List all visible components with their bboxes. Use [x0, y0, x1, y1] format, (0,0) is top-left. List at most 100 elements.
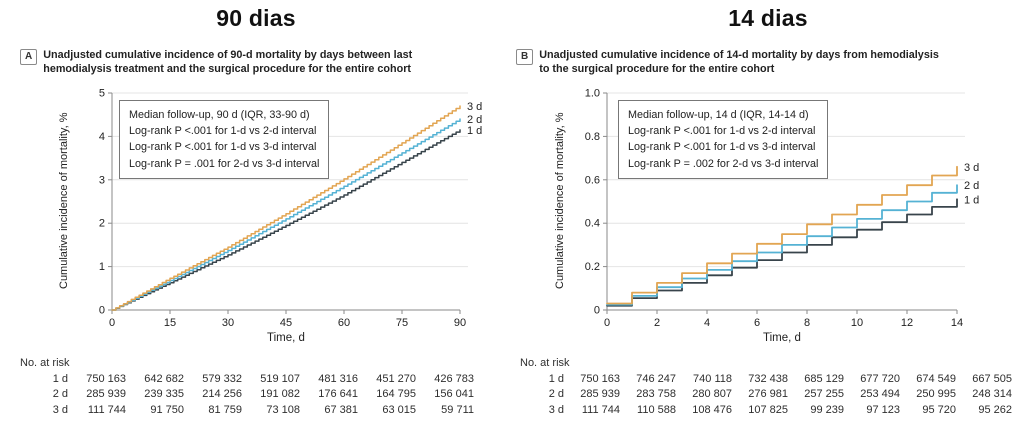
risk-cell: 280 807 — [692, 388, 732, 400]
svg-text:15: 15 — [164, 317, 176, 329]
panel-b-caption-text: Unadjusted cumulative incidence of 14-d … — [539, 49, 939, 75]
panel-a-legend-box: Median follow-up, 90 d (IQR, 33-90 d) Log… — [119, 100, 330, 179]
legend-line: Log-rank P = .002 for 2-d vs 3-d interva… — [628, 157, 819, 170]
svg-text:4: 4 — [704, 317, 710, 329]
risk-cell: 451 270 — [376, 372, 416, 385]
legend-line: Log-rank P <.001 for 1-d vs 2-d interval — [628, 125, 816, 138]
risk-row-2d: 2 d 285 939 283 758 280 807 276 981 257 255 25… — [520, 387, 1012, 403]
svg-text:2 d: 2 d — [467, 114, 482, 126]
svg-text:0: 0 — [604, 317, 610, 329]
risk-cell: 685 129 — [804, 372, 844, 385]
risk-cell: 99 239 — [810, 403, 844, 416]
risk-cell: 746 247 — [636, 372, 676, 385]
risk-cell: 73 108 — [266, 403, 300, 416]
risk-cell: 677 720 — [860, 372, 900, 385]
svg-text:0.8: 0.8 — [585, 131, 600, 143]
svg-text:2 d: 2 d — [964, 180, 979, 192]
risk-cell: 191 082 — [260, 388, 300, 400]
risk-cell: 674 549 — [916, 372, 956, 385]
risk-cell: 732 438 — [748, 372, 788, 385]
risk-cell: 2 d — [52, 388, 68, 400]
risk-cell: 239 335 — [144, 388, 184, 400]
panel-b-tag: B — [516, 49, 534, 65]
risk-cell: 426 783 — [434, 372, 474, 385]
svg-text:4: 4 — [99, 131, 105, 143]
panel-a-x-axis-label: Time, d — [267, 332, 305, 344]
svg-text:10: 10 — [851, 317, 863, 329]
svg-text:0: 0 — [109, 317, 115, 329]
risk-cell: 250 995 — [916, 388, 956, 400]
risk-cell: 97 123 — [866, 403, 900, 416]
risk-table-title: No. at risk — [20, 357, 70, 369]
risk-cell: 111 744 — [581, 403, 620, 416]
svg-text:1 d: 1 d — [964, 194, 979, 206]
svg-text:0: 0 — [99, 305, 105, 317]
panel-b-legend-box: Median follow-up, 14 d (IQR, 14-14 d) Log… — [618, 100, 829, 179]
svg-text:60: 60 — [338, 317, 350, 329]
risk-cell: 67 381 — [324, 403, 358, 416]
panel-b-title: 14 dias — [728, 5, 808, 31]
svg-text:2: 2 — [99, 218, 105, 230]
svg-text:75: 75 — [396, 317, 408, 329]
chart-14d-mortality: 0 0.2 0.4 0.6 0.8 1.0 0 2 4 6 8 10 12 14 1 d 2 d 3 d — [585, 88, 980, 330]
svg-text:0.6: 0.6 — [585, 174, 600, 186]
legend-line: Log-rank P <.001 for 1-d vs 3-d interval — [129, 141, 317, 154]
risk-row-3d: 3 d 111 744 91 750 81 759 73 108 67 381 63 015… — [20, 403, 474, 419]
risk-cell: 750 163 — [86, 372, 126, 385]
risk-row-2d: 2 d 285 939 239 335 214 256 191 082 176 641 16… — [20, 387, 474, 403]
risk-cell: 667 505 — [972, 372, 1012, 385]
risk-cell: 248 314 — [972, 388, 1012, 400]
risk-cell: 156 041 — [434, 388, 474, 400]
risk-cell: 2 d — [548, 388, 564, 400]
risk-cell: 91 750 — [150, 403, 184, 416]
risk-cell: 1 d — [548, 372, 564, 385]
svg-text:1.0: 1.0 — [585, 88, 600, 100]
svg-text:8: 8 — [804, 317, 810, 329]
panel-a-tag: A — [20, 49, 38, 65]
risk-cell: 111 744 — [87, 403, 126, 416]
risk-cell: 750 163 — [580, 372, 620, 385]
risk-cell: 107 825 — [748, 403, 788, 416]
svg-text:6: 6 — [754, 317, 760, 329]
legend-line: Median follow-up, 14 d (IQR, 14-14 d) — [628, 109, 809, 121]
risk-cell: 1 d — [52, 372, 68, 385]
risk-cell: 285 939 — [580, 388, 620, 400]
risk-cell: 81 759 — [208, 403, 242, 416]
risk-cell: 740 118 — [693, 372, 732, 385]
risk-cell: 3 d — [548, 403, 564, 416]
risk-cell: 285 939 — [86, 388, 126, 400]
svg-text:30: 30 — [222, 317, 234, 329]
legend-line: Log-rank P <.001 for 1-d vs 2-d interval — [129, 125, 317, 138]
legend-line: Median follow-up, 90 d (IQR, 33-90 d) — [129, 109, 310, 121]
risk-cell: 519 107 — [260, 372, 300, 385]
svg-text:2: 2 — [654, 317, 660, 329]
svg-text:1 d: 1 d — [467, 125, 482, 137]
svg-text:45: 45 — [280, 317, 292, 329]
risk-row-1d: 1 d 750 163 642 682 579 332 519 107 481 316 45… — [20, 372, 474, 388]
svg-text:3 d: 3 d — [467, 101, 482, 113]
risk-cell: 257 255 — [804, 388, 844, 400]
legend-line: Log-rank P <.001 for 1-d vs 3-d interval — [628, 141, 816, 154]
risk-cell: 481 316 — [318, 372, 358, 385]
risk-cell: 110 588 — [637, 403, 676, 416]
svg-text:1: 1 — [99, 261, 105, 273]
risk-cell: 95 720 — [922, 403, 956, 416]
risk-cell: 283 758 — [636, 388, 676, 400]
risk-row-3d: 3 d 111 744 110 588 108 476 107 825 99 239 97 … — [520, 403, 1012, 419]
risk-cell: 214 256 — [202, 388, 242, 400]
svg-text:5: 5 — [99, 88, 105, 100]
risk-cell: 176 641 — [318, 388, 358, 400]
risk-cell: 276 981 — [748, 388, 788, 400]
svg-text:14: 14 — [951, 317, 963, 329]
risk-cell: 253 494 — [860, 388, 900, 400]
risk-cell: 59 711 — [441, 403, 474, 416]
risk-cell: 108 476 — [692, 403, 732, 416]
risk-cell: 63 015 — [382, 403, 416, 416]
risk-table-title: No. at risk — [520, 357, 570, 369]
panel-a-risk-table: No. at risk 1 d 750 163 642 682 579 332 519 … — [20, 356, 474, 418]
panel-b-x-axis-label: Time, d — [763, 332, 801, 344]
panel-b-risk-table: No. at risk 1 d 750 163 746 247 740 118 732 … — [520, 356, 1012, 418]
panel-a-title: 90 dias — [216, 5, 296, 31]
